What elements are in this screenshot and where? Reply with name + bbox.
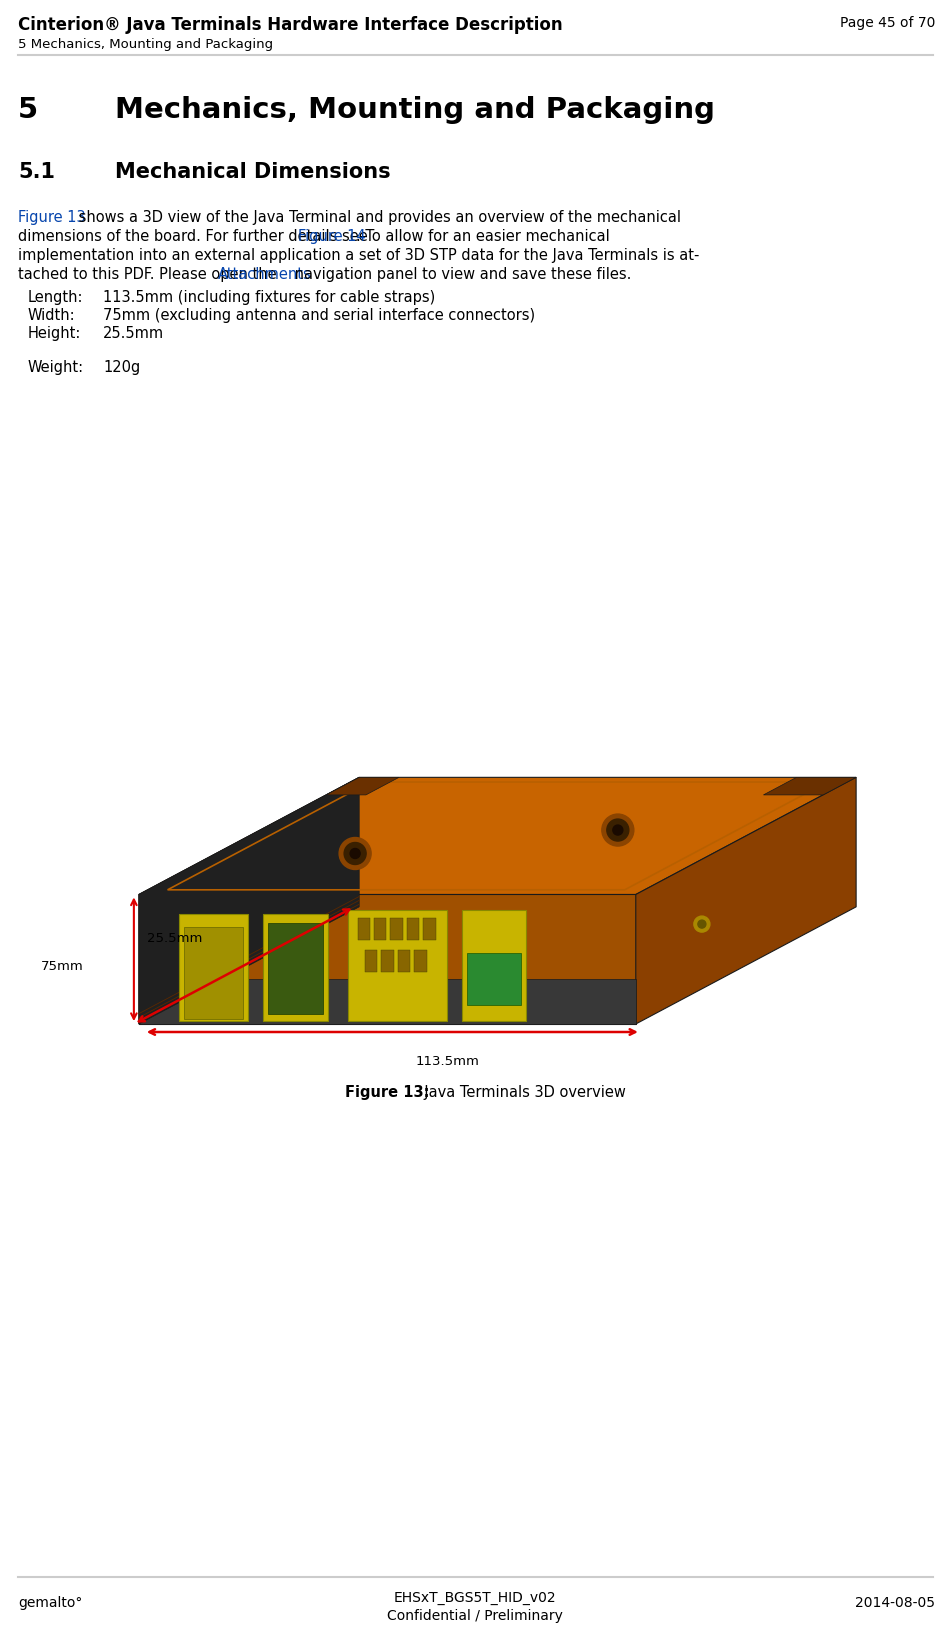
Text: 113.5mm (including fixtures for cable straps): 113.5mm (including fixtures for cable st… bbox=[103, 290, 436, 305]
Text: Java Terminals 3D overview: Java Terminals 3D overview bbox=[415, 1085, 626, 1100]
Text: Height:: Height: bbox=[28, 326, 82, 341]
Polygon shape bbox=[467, 954, 521, 1005]
Text: Width:: Width: bbox=[28, 308, 76, 323]
Text: Figure 13:: Figure 13: bbox=[345, 1085, 430, 1100]
Text: Length:: Length: bbox=[28, 290, 84, 305]
Text: Mechanics, Mounting and Packaging: Mechanics, Mounting and Packaging bbox=[115, 97, 715, 125]
Polygon shape bbox=[365, 951, 378, 972]
Polygon shape bbox=[636, 779, 856, 1024]
Polygon shape bbox=[407, 918, 419, 941]
Text: implementation into an external application a set of 3D STP data for the Java Te: implementation into an external applicat… bbox=[18, 247, 699, 262]
Circle shape bbox=[344, 842, 366, 865]
Polygon shape bbox=[139, 779, 359, 1024]
Text: EHSxT_BGS5T_HID_v02: EHSxT_BGS5T_HID_v02 bbox=[394, 1590, 556, 1605]
Polygon shape bbox=[268, 923, 322, 1015]
Polygon shape bbox=[326, 779, 399, 795]
Polygon shape bbox=[374, 918, 386, 941]
Polygon shape bbox=[398, 951, 410, 972]
Circle shape bbox=[602, 815, 633, 847]
Circle shape bbox=[340, 838, 371, 870]
Text: tached to this PDF. Please open the: tached to this PDF. Please open the bbox=[18, 267, 281, 282]
Text: 120g: 120g bbox=[103, 361, 140, 375]
Circle shape bbox=[694, 916, 709, 933]
Text: 25.5mm: 25.5mm bbox=[146, 931, 203, 944]
Text: Figure 13: Figure 13 bbox=[18, 210, 86, 225]
Polygon shape bbox=[423, 918, 436, 941]
Text: navigation panel to view and save these files.: navigation panel to view and save these … bbox=[290, 267, 631, 282]
Text: Mechanical Dimensions: Mechanical Dimensions bbox=[115, 162, 391, 182]
Text: 2014-08-05: 2014-08-05 bbox=[855, 1595, 935, 1609]
Polygon shape bbox=[179, 915, 248, 1021]
Text: 5: 5 bbox=[18, 97, 38, 125]
Circle shape bbox=[350, 849, 360, 859]
Text: Cinterion® Java Terminals Hardware Interface Description: Cinterion® Java Terminals Hardware Inter… bbox=[18, 16, 563, 34]
Text: gemalto°: gemalto° bbox=[18, 1595, 83, 1609]
Polygon shape bbox=[139, 978, 636, 1024]
Polygon shape bbox=[184, 928, 243, 1019]
Polygon shape bbox=[347, 911, 447, 1021]
Text: dimensions of the board. For further details see: dimensions of the board. For further det… bbox=[18, 229, 373, 244]
Circle shape bbox=[607, 820, 629, 841]
Text: Figure 14: Figure 14 bbox=[298, 229, 366, 244]
Text: shows a 3D view of the Java Terminal and provides an overview of the mechanical: shows a 3D view of the Java Terminal and… bbox=[74, 210, 681, 225]
Polygon shape bbox=[263, 915, 328, 1021]
Text: 5 Mechanics, Mounting and Packaging: 5 Mechanics, Mounting and Packaging bbox=[18, 38, 273, 51]
Text: . To allow for an easier mechanical: . To allow for an easier mechanical bbox=[356, 229, 610, 244]
Polygon shape bbox=[764, 779, 856, 795]
Text: 5.1: 5.1 bbox=[18, 162, 55, 182]
Polygon shape bbox=[390, 918, 402, 941]
Polygon shape bbox=[358, 918, 370, 941]
Circle shape bbox=[612, 826, 623, 836]
Polygon shape bbox=[139, 779, 359, 1024]
Text: 75mm (excluding antenna and serial interface connectors): 75mm (excluding antenna and serial inter… bbox=[103, 308, 535, 323]
Text: 113.5mm: 113.5mm bbox=[416, 1054, 479, 1067]
Circle shape bbox=[698, 921, 706, 929]
Polygon shape bbox=[381, 951, 394, 972]
Text: 25.5mm: 25.5mm bbox=[103, 326, 165, 341]
Polygon shape bbox=[139, 779, 856, 895]
Text: Weight:: Weight: bbox=[28, 361, 84, 375]
Polygon shape bbox=[415, 951, 427, 972]
Text: Page 45 of 70: Page 45 of 70 bbox=[840, 16, 935, 30]
Text: 75mm: 75mm bbox=[41, 959, 84, 972]
Text: Attachments: Attachments bbox=[218, 267, 312, 282]
Polygon shape bbox=[139, 895, 636, 1024]
Text: Confidential / Preliminary: Confidential / Preliminary bbox=[387, 1608, 563, 1623]
Polygon shape bbox=[462, 911, 527, 1021]
